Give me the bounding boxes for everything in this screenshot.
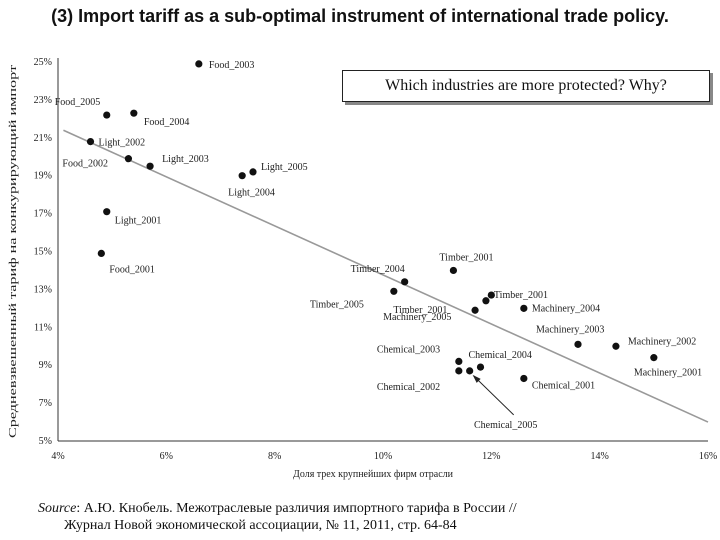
y-tick-label: 17% bbox=[34, 209, 52, 220]
point-label: Light_2004 bbox=[228, 188, 275, 199]
chart-axes: 5% 7% 9% 11% 13% 15% 17% 19% 21% 23% 25% 4% 6% 8% 10% 1… bbox=[8, 57, 717, 480]
data-point bbox=[195, 60, 203, 68]
point-label: Chemical_2002 bbox=[377, 382, 440, 393]
data-point bbox=[574, 340, 582, 348]
x-tick-label: 12% bbox=[482, 451, 500, 462]
point-label: Timber_2005 bbox=[310, 299, 364, 310]
y-tick-label: 23% bbox=[34, 95, 52, 106]
data-point bbox=[650, 354, 658, 362]
point-label: Food_2003 bbox=[209, 60, 255, 71]
point-label: Timber_2001 bbox=[494, 290, 548, 301]
annotation-label: Chemical_2005 bbox=[474, 420, 537, 431]
data-point bbox=[455, 367, 463, 375]
point-label: Chemical_2003 bbox=[377, 344, 440, 355]
data-point bbox=[86, 137, 95, 146]
source-line-1: : А.Ю. Кнобель. Межотраслевые различия и… bbox=[76, 501, 517, 516]
point-label: Machinery_2002 bbox=[628, 336, 696, 347]
point-label: Food_2005 bbox=[55, 97, 101, 108]
data-point bbox=[487, 291, 495, 299]
data-point bbox=[238, 172, 246, 180]
y-tick-label: 25% bbox=[34, 57, 52, 68]
y-tick-label: 19% bbox=[34, 171, 52, 182]
data-point bbox=[390, 287, 398, 295]
annotation-arrow bbox=[473, 375, 515, 416]
data-point bbox=[520, 304, 528, 312]
source-line-2: Журнал Новой экономической ассоциации, №… bbox=[64, 518, 457, 533]
trend-line-group bbox=[63, 129, 709, 423]
annotation-arrowhead bbox=[472, 374, 481, 383]
y-tick-label: 15% bbox=[34, 247, 52, 258]
point-label: Machinery_2003 bbox=[536, 324, 604, 335]
point-label: Timber_2001 bbox=[439, 252, 493, 263]
source-note: Source: А.Ю. Кнобель. Межотраслевые разл… bbox=[38, 500, 698, 534]
point-label: Chemical_2001 bbox=[532, 380, 595, 391]
question-callout: Which industries are more protected? Why… bbox=[342, 70, 710, 102]
scatter-chart: 5% 7% 9% 11% 13% 15% 17% 19% 21% 23% 25% 4% 6% 8% 10% 1… bbox=[8, 57, 717, 480]
y-tick-label: 7% bbox=[39, 398, 52, 409]
point-label: Chemical_2004 bbox=[469, 350, 532, 361]
point-label: Light_2005 bbox=[261, 162, 308, 173]
x-tick-label: 4% bbox=[51, 451, 64, 462]
point-label: Timber_2001 bbox=[393, 305, 447, 316]
trend-line bbox=[63, 129, 709, 423]
x-tick-label: 16% bbox=[699, 451, 717, 462]
point-labels: Food_2003 Food_2005 Food_2004 Light_2002 Lig… bbox=[55, 60, 702, 431]
point-label: Machinery_2004 bbox=[532, 303, 600, 314]
x-tick-label: 14% bbox=[590, 451, 608, 462]
data-point bbox=[455, 357, 463, 366]
point-label: Machinery_2005 bbox=[383, 312, 451, 323]
chart-marks bbox=[86, 60, 658, 383]
data-point bbox=[612, 342, 620, 350]
point-label: Timber_2004 bbox=[351, 264, 405, 275]
x-axis-title: Доля трех крупнейших фирм отрасли bbox=[293, 469, 454, 480]
y-axis-title: Средневзвешенный тариф на конкурирующий … bbox=[8, 64, 19, 438]
y-tick-label: 11% bbox=[34, 322, 52, 333]
slide-title: (3) Import tariff as a sub-optimal instr… bbox=[51, 6, 669, 26]
x-tick-label: 6% bbox=[160, 451, 173, 462]
y-tick-label: 13% bbox=[34, 284, 52, 295]
data-point bbox=[103, 208, 111, 216]
source-label: Source bbox=[38, 501, 77, 516]
point-label: Food_2001 bbox=[109, 264, 155, 275]
data-point bbox=[401, 278, 409, 286]
point-label: Light_2002 bbox=[99, 138, 146, 149]
x-tick-label: 10% bbox=[374, 451, 392, 462]
y-tick-label: 5% bbox=[39, 436, 52, 447]
y-tick-label: 9% bbox=[39, 360, 52, 371]
point-label: Food_2004 bbox=[144, 117, 190, 128]
data-point bbox=[466, 367, 474, 375]
data-point bbox=[130, 109, 138, 117]
data-point bbox=[146, 162, 154, 170]
data-point bbox=[471, 306, 479, 314]
data-point bbox=[476, 363, 485, 371]
point-label: Food_2002 bbox=[62, 159, 108, 170]
point-label: Machinery_2001 bbox=[634, 368, 702, 379]
x-tick-label: 8% bbox=[268, 451, 281, 462]
y-tick-label: 21% bbox=[34, 133, 52, 144]
data-point bbox=[482, 297, 490, 305]
data-point bbox=[449, 266, 458, 275]
point-label: Light_2001 bbox=[115, 216, 162, 227]
data-point bbox=[520, 374, 528, 383]
data-point bbox=[249, 168, 257, 176]
data-point bbox=[97, 249, 105, 257]
data-point bbox=[103, 111, 111, 119]
point-label: Light_2003 bbox=[162, 154, 209, 165]
data-point bbox=[124, 155, 133, 163]
